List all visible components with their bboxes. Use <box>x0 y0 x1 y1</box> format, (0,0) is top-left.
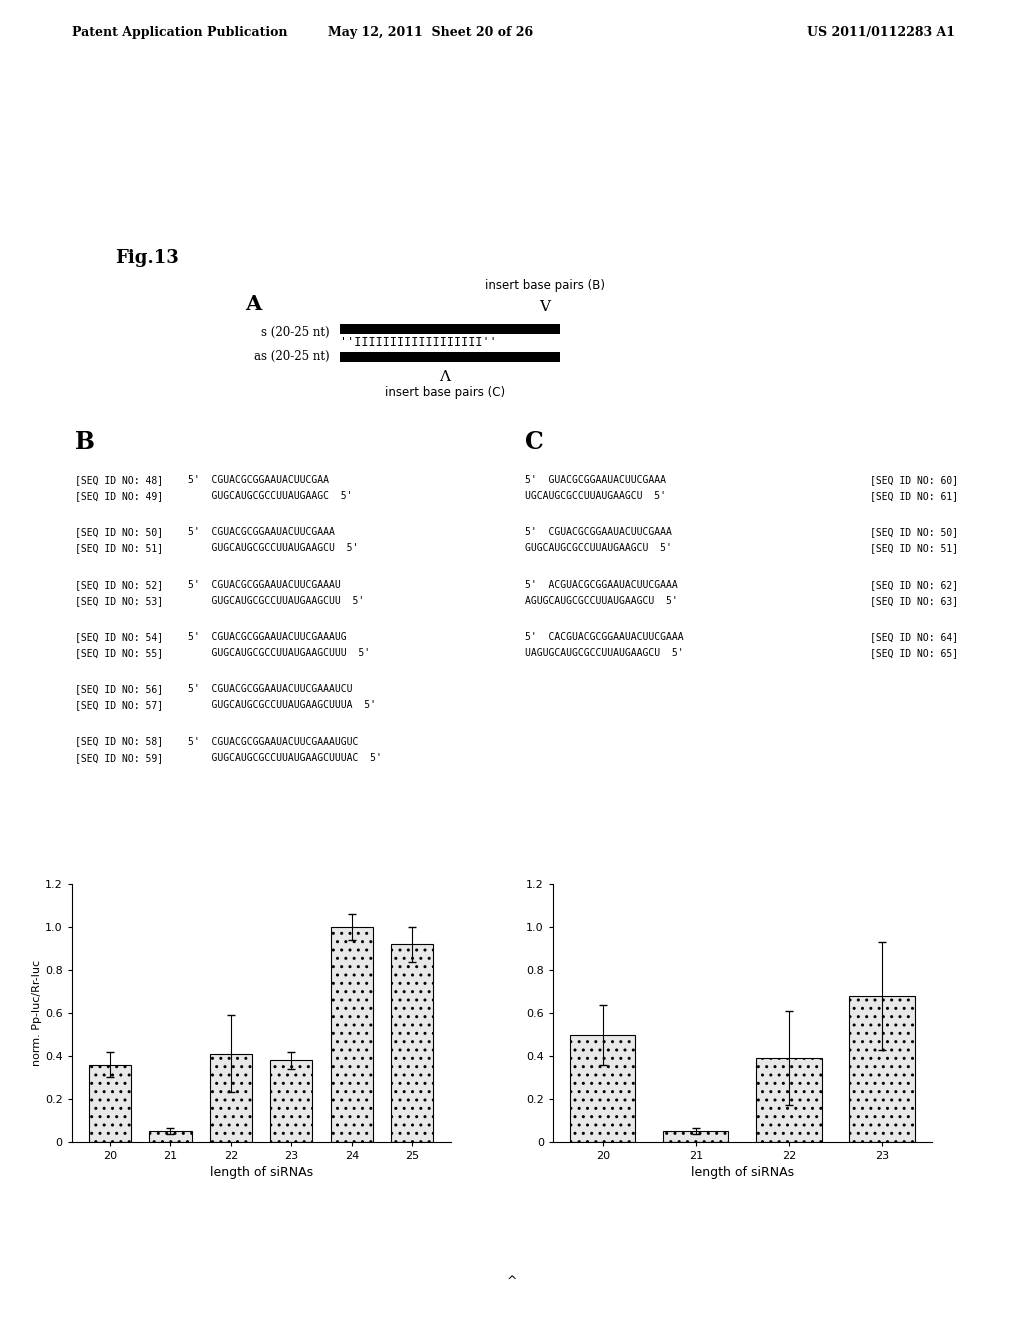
Text: 5'  CGUACGCGGAAUACUUCGAAAU: 5' CGUACGCGGAAUACUUCGAAAU <box>188 579 341 590</box>
X-axis label: length of siRNAs: length of siRNAs <box>210 1167 312 1179</box>
Text: V: V <box>540 300 551 314</box>
Text: s (20-25 nt): s (20-25 nt) <box>261 326 330 339</box>
Y-axis label: norm. Pp-luc/Rr-luc: norm. Pp-luc/Rr-luc <box>32 960 42 1067</box>
Bar <box>664 1131 728 1142</box>
Bar <box>391 945 433 1142</box>
Text: Fig.13: Fig.13 <box>115 248 179 267</box>
Text: GUGCAUGCGCCUUAUGAAGCUU  5': GUGCAUGCGCCUUAUGAAGCUU 5' <box>188 595 365 606</box>
Bar <box>570 1035 635 1142</box>
Text: GUGCAUGCGCCUUAUGAAGCUUUAC  5': GUGCAUGCGCCUUAUGAAGCUUUAC 5' <box>188 752 382 763</box>
Text: C: C <box>525 430 544 454</box>
Text: [SEQ ID NO: 51]: [SEQ ID NO: 51] <box>870 544 958 553</box>
Text: GUGCAUGCGCCUUAUGAAGCU  5': GUGCAUGCGCCUUAUGAAGCU 5' <box>525 544 672 553</box>
Bar <box>89 1064 131 1142</box>
Text: ^: ^ <box>507 1275 517 1288</box>
Text: 5'  CGUACGCGGAAUACUUCGAAAUCU: 5' CGUACGCGGAAUACUUCGAAAUCU <box>188 684 352 694</box>
Text: Patent Application Publication: Patent Application Publication <box>72 26 287 40</box>
Text: 5'  ACGUACGCGGAAUACUUCGAAA: 5' ACGUACGCGGAAUACUUCGAAA <box>525 579 678 590</box>
Text: [SEQ ID NO: 57]: [SEQ ID NO: 57] <box>75 701 163 710</box>
Text: GUGCAUGCGCCUUAUGAAGCUUUA  5': GUGCAUGCGCCUUAUGAAGCUUUA 5' <box>188 701 376 710</box>
Text: [SEQ ID NO: 65]: [SEQ ID NO: 65] <box>870 648 958 657</box>
Text: Λ: Λ <box>439 371 451 384</box>
Text: as (20-25 nt): as (20-25 nt) <box>254 350 330 363</box>
Text: [SEQ ID NO: 58]: [SEQ ID NO: 58] <box>75 737 163 747</box>
Text: 5'  CGUACGCGGAAUACUUCGAAA: 5' CGUACGCGGAAUACUUCGAAA <box>525 527 672 537</box>
Text: [SEQ ID NO: 52]: [SEQ ID NO: 52] <box>75 579 163 590</box>
Text: GUGCAUGCGCCUUAUGAAGCU  5': GUGCAUGCGCCUUAUGAAGCU 5' <box>188 544 358 553</box>
Text: GUGCAUGCGCCUUAUGAAGCUUU  5': GUGCAUGCGCCUUAUGAAGCUUU 5' <box>188 648 370 657</box>
Text: [SEQ ID NO: 53]: [SEQ ID NO: 53] <box>75 595 163 606</box>
Text: [SEQ ID NO: 60]: [SEQ ID NO: 60] <box>870 475 958 484</box>
Bar <box>757 1059 821 1142</box>
Bar <box>340 325 560 334</box>
Text: [SEQ ID NO: 62]: [SEQ ID NO: 62] <box>870 579 958 590</box>
Bar <box>850 995 914 1142</box>
Text: [SEQ ID NO: 64]: [SEQ ID NO: 64] <box>870 632 958 642</box>
Text: 5'  CGUACGCGGAAUACUUCGAAAUG: 5' CGUACGCGGAAUACUUCGAAAUG <box>188 632 347 642</box>
Bar <box>331 927 373 1142</box>
Text: [SEQ ID NO: 50]: [SEQ ID NO: 50] <box>75 527 163 537</box>
Text: A: A <box>245 294 261 314</box>
Bar <box>210 1053 252 1142</box>
Text: [SEQ ID NO: 59]: [SEQ ID NO: 59] <box>75 752 163 763</box>
Text: [SEQ ID NO: 61]: [SEQ ID NO: 61] <box>870 491 958 502</box>
Bar <box>150 1131 191 1142</box>
Text: [SEQ ID NO: 50]: [SEQ ID NO: 50] <box>870 527 958 537</box>
Text: 5'  CACGUACGCGGAAUACUUCGAAA: 5' CACGUACGCGGAAUACUUCGAAA <box>525 632 684 642</box>
Text: AGUGCAUGCGCCUUAUGAAGCU  5': AGUGCAUGCGCCUUAUGAAGCU 5' <box>525 595 678 606</box>
Text: [SEQ ID NO: 49]: [SEQ ID NO: 49] <box>75 491 163 502</box>
Text: [SEQ ID NO: 55]: [SEQ ID NO: 55] <box>75 648 163 657</box>
Text: [SEQ ID NO: 51]: [SEQ ID NO: 51] <box>75 544 163 553</box>
Text: US 2011/0112283 A1: US 2011/0112283 A1 <box>807 26 954 40</box>
Text: 5'  GUACGCGGAAUACUUCGAAA: 5' GUACGCGGAAUACUUCGAAA <box>525 475 666 484</box>
X-axis label: length of siRNAs: length of siRNAs <box>691 1167 794 1179</box>
Text: 5'  CGUACGCGGAAUACUUCGAA: 5' CGUACGCGGAAUACUUCGAA <box>188 475 329 484</box>
Text: insert base pairs (C): insert base pairs (C) <box>385 387 505 400</box>
Text: [SEQ ID NO: 48]: [SEQ ID NO: 48] <box>75 475 163 484</box>
Text: B: B <box>75 430 95 454</box>
Text: UGCAUGCGCCUUAUGAAGCU  5': UGCAUGCGCCUUAUGAAGCU 5' <box>525 491 666 502</box>
Text: insert base pairs (B): insert base pairs (B) <box>485 279 605 292</box>
Text: [SEQ ID NO: 56]: [SEQ ID NO: 56] <box>75 684 163 694</box>
Text: UAGUGCAUGCGCCUUAUGAAGCU  5': UAGUGCAUGCGCCUUAUGAAGCU 5' <box>525 648 684 657</box>
Bar <box>340 352 560 362</box>
Text: ''IIIIIIIIIIIIIIIIII'': ''IIIIIIIIIIIIIIIIII'' <box>340 335 497 348</box>
Bar <box>270 1060 312 1142</box>
Text: [SEQ ID NO: 63]: [SEQ ID NO: 63] <box>870 595 958 606</box>
Text: [SEQ ID NO: 54]: [SEQ ID NO: 54] <box>75 632 163 642</box>
Text: 5'  CGUACGCGGAAUACUUCGAAAUGUC: 5' CGUACGCGGAAUACUUCGAAAUGUC <box>188 737 358 747</box>
Text: GUGCAUGCGCCUUAUGAAGC  5': GUGCAUGCGCCUUAUGAAGC 5' <box>188 491 352 502</box>
Text: May 12, 2011  Sheet 20 of 26: May 12, 2011 Sheet 20 of 26 <box>328 26 532 40</box>
Text: 5'  CGUACGCGGAAUACUUCGAAA: 5' CGUACGCGGAAUACUUCGAAA <box>188 527 335 537</box>
